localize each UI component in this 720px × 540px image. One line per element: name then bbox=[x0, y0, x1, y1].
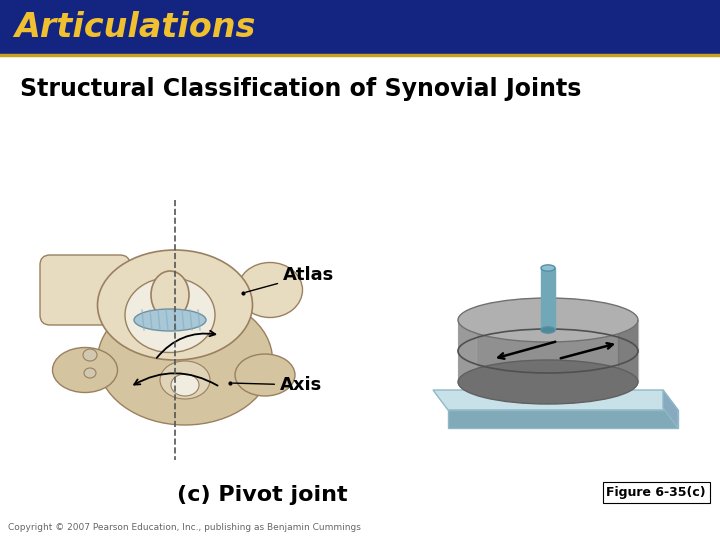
Bar bbox=[541, 268, 555, 330]
Bar bbox=[618, 320, 638, 382]
Ellipse shape bbox=[541, 265, 555, 271]
Ellipse shape bbox=[458, 298, 638, 342]
Ellipse shape bbox=[83, 349, 97, 361]
Ellipse shape bbox=[541, 327, 555, 333]
Ellipse shape bbox=[53, 348, 117, 393]
Ellipse shape bbox=[125, 278, 215, 353]
Text: Axis: Axis bbox=[233, 376, 323, 394]
Ellipse shape bbox=[238, 262, 302, 318]
Polygon shape bbox=[663, 390, 678, 428]
Polygon shape bbox=[458, 320, 638, 382]
Polygon shape bbox=[433, 390, 678, 410]
Ellipse shape bbox=[160, 361, 210, 399]
Ellipse shape bbox=[151, 271, 189, 319]
Polygon shape bbox=[448, 410, 678, 428]
Ellipse shape bbox=[156, 276, 184, 298]
Text: Structural Classification of Synovial Joints: Structural Classification of Synovial Jo… bbox=[20, 77, 581, 101]
Text: Atlas: Atlas bbox=[246, 266, 334, 292]
Text: Figure 6-35(c): Figure 6-35(c) bbox=[606, 486, 706, 499]
Ellipse shape bbox=[84, 368, 96, 378]
Bar bbox=[0, 0, 720, 55]
Ellipse shape bbox=[97, 295, 272, 425]
Ellipse shape bbox=[171, 374, 199, 396]
Ellipse shape bbox=[235, 354, 295, 396]
Bar bbox=[458, 320, 476, 382]
Ellipse shape bbox=[458, 360, 638, 404]
Ellipse shape bbox=[97, 250, 253, 360]
Text: (c) Pivot joint: (c) Pivot joint bbox=[176, 485, 347, 505]
Ellipse shape bbox=[134, 309, 206, 331]
FancyBboxPatch shape bbox=[40, 255, 130, 325]
Text: Copyright © 2007 Pearson Education, Inc., publishing as Benjamin Cummings: Copyright © 2007 Pearson Education, Inc.… bbox=[8, 523, 361, 532]
Text: Articulations: Articulations bbox=[14, 11, 256, 44]
